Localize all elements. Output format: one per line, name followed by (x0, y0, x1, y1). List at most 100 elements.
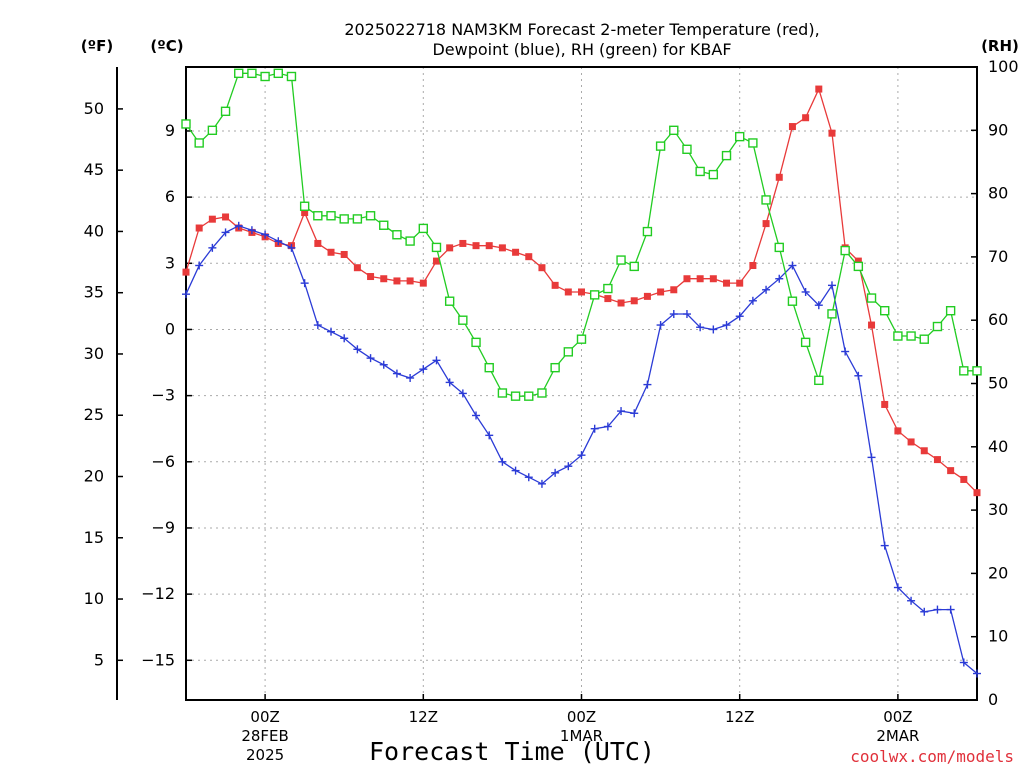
dewpoint-point (801, 287, 810, 296)
rh-point (576, 334, 587, 344)
temperature-point (222, 213, 230, 221)
temperature-point (367, 273, 375, 281)
x-tick-label: 12Z (725, 708, 754, 726)
dewpoint-point (590, 424, 599, 433)
plot-frame (185, 66, 978, 701)
rh-point (616, 255, 626, 265)
rh-point (853, 261, 864, 272)
chart-title-line1: 2025022718 NAM3KM Forecast 2-meter Tempe… (344, 20, 819, 39)
temperature-point (314, 239, 322, 247)
dewpoint-point (959, 658, 968, 667)
x-tick-year-label: 2025 (246, 746, 284, 764)
rh-point (774, 242, 784, 253)
dewpoint-point (327, 327, 336, 336)
temperature-point (696, 275, 704, 283)
rh-axis-label: (RH) (981, 37, 1019, 55)
temperature-point (485, 242, 493, 250)
dewpoint-point (419, 365, 428, 374)
rh-point (787, 296, 798, 306)
dewpoint-point (709, 325, 718, 334)
rh-point (669, 125, 679, 136)
rh-point (866, 293, 877, 303)
temperature-point (762, 220, 770, 228)
x-tick-label: 00Z (883, 708, 912, 726)
dewpoint-point (775, 274, 784, 283)
dewpoint-point (182, 290, 190, 299)
temperature-point (920, 447, 928, 455)
temperature-point (933, 456, 941, 464)
temperature-point (815, 85, 823, 93)
rh-tick-label: 100 (988, 57, 1019, 76)
celsius-tick-label: 0 (165, 319, 175, 338)
dewpoint-point (208, 243, 217, 252)
rh-point (972, 366, 982, 376)
temperature-point (301, 209, 309, 217)
dewpoint-point (814, 301, 823, 310)
grid-lines (186, 67, 977, 700)
rh-point (392, 230, 402, 240)
rh-point (708, 169, 719, 180)
temperature-point (406, 277, 414, 285)
rh-point (840, 245, 850, 256)
temperature-point (630, 297, 638, 305)
fahrenheit-tick-label: 25 (84, 405, 104, 424)
temperature-point (327, 248, 335, 256)
rh-point (919, 334, 929, 344)
rh-point (589, 290, 600, 300)
dewpoint-point (841, 347, 850, 356)
dewpoint-point (643, 380, 652, 389)
rh-point (220, 106, 231, 117)
temperature-point (775, 173, 783, 181)
temperature-point (881, 400, 889, 408)
temperature-point (828, 129, 836, 137)
dewpoint-point (682, 310, 691, 319)
temperature-point (709, 275, 717, 283)
dewpoint-point (472, 411, 481, 420)
dewpoint-point (234, 221, 243, 230)
rh-point (893, 331, 903, 341)
temperature-point (446, 244, 454, 252)
dewpoint-point (577, 451, 586, 460)
dewpoint-point (458, 389, 467, 398)
rh-point (458, 315, 468, 325)
fahrenheit-tick-label: 10 (84, 589, 104, 608)
x-tick-label: 00Z (250, 708, 279, 726)
x-axis-title: Forecast Time (UTC) (369, 737, 655, 766)
temperature-point (578, 288, 585, 296)
rh-point (234, 68, 244, 79)
dewpoint-point (867, 453, 876, 462)
rh-point (655, 141, 666, 151)
fahrenheit-tick-label: 5 (94, 650, 104, 669)
rh-point (247, 68, 257, 79)
celsius-tick-label: −3 (151, 386, 175, 405)
dewpoint-point (445, 378, 454, 387)
fahrenheit-tick-label: 35 (84, 283, 104, 302)
x-tick-date-label: 2MAR (876, 727, 919, 745)
rh-point (326, 211, 336, 221)
temperature-point (723, 279, 731, 287)
rh-tick-label: 80 (988, 184, 1008, 203)
dewpoint-point (762, 285, 771, 294)
temperature-point (498, 244, 506, 252)
temperature-point (564, 288, 572, 296)
dewpoint-point (617, 407, 626, 416)
rh-point (510, 391, 521, 401)
rh-point (748, 138, 758, 148)
rh-point (524, 391, 534, 401)
fahrenheit-tick-label: 20 (84, 467, 104, 486)
temperature-point (604, 295, 612, 303)
rh-point (299, 201, 310, 211)
fahrenheit-tick-label: 30 (84, 344, 104, 363)
dewpoint-point (313, 321, 322, 330)
dewpoint-point (564, 462, 573, 471)
rh-point (339, 214, 349, 224)
rh-point (932, 321, 943, 332)
dewpoint-point (247, 226, 256, 235)
rh-point (484, 362, 494, 373)
dewpoint-point (735, 312, 744, 321)
rh-point (945, 306, 956, 316)
temperature-point (472, 242, 480, 250)
rh-point (379, 220, 389, 230)
celsius-tick-label: −9 (151, 518, 175, 537)
dewpoint-point (788, 261, 797, 270)
